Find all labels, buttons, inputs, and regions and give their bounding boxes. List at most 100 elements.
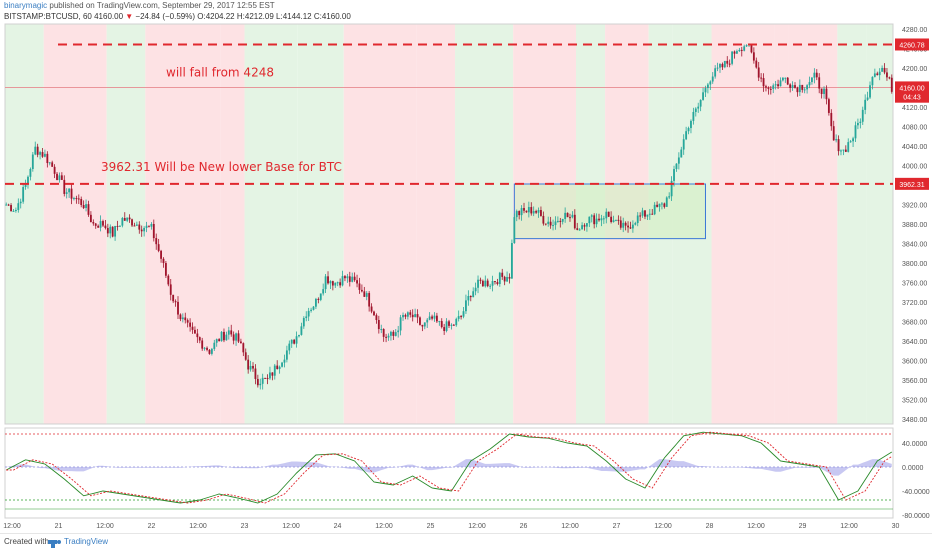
candle-body [223,331,225,341]
x-tick-label: 12:00 [189,523,207,530]
candle-body [661,203,663,205]
y-tick-label: 3560.00 [902,378,927,385]
candle-body [123,218,126,221]
candle-body [527,207,530,213]
session-shade [5,24,44,424]
candle-body [225,334,228,341]
down-arrow-icon: ▼ [125,12,134,21]
candle-body [174,301,177,303]
candle-body [595,218,598,225]
candle-body [435,315,438,322]
session-shade [837,24,867,424]
candle-body [641,210,644,216]
level-price-label: 3962.31 [899,182,924,189]
candle-body [796,87,799,93]
candle-body [397,330,400,333]
candle-body [743,46,746,51]
candle-body [19,201,22,204]
session-shade [145,24,221,424]
candle-body [218,339,221,342]
y-tick-label: 4000.00 [902,163,927,170]
candle-body [677,157,680,164]
candle-body [305,316,308,319]
candle-body [694,108,697,112]
candle-body [687,128,690,132]
session-shade [711,24,775,424]
candle-body [542,215,545,224]
candle-body [728,63,731,65]
candle-body [757,67,760,78]
candle-body [179,314,182,320]
candle-body [167,275,170,285]
candle-body [673,169,675,181]
candle-body [138,224,141,230]
candle-body [14,209,17,211]
candle-body [106,228,109,234]
candle-body [467,296,470,301]
candle-body [348,276,351,282]
candle-body [210,348,213,354]
candle-body [281,362,283,367]
session-shade [774,24,789,424]
candle-body [310,309,313,311]
candle-body [501,272,504,277]
candle-body [353,276,356,281]
candle-body [411,314,414,318]
x-tick-label: 12:00 [375,523,393,530]
session-shade [244,24,298,424]
candle-body [547,221,550,224]
candle-body [680,149,683,158]
candle-body [370,306,373,312]
candle-body [99,221,102,228]
candle-body [806,85,809,90]
candle-body [588,216,591,224]
candle-body [803,89,806,91]
candle-body [242,343,245,353]
candle-body [844,149,847,152]
candle-body [888,77,891,79]
x-tick-label: 22 [148,523,156,530]
candle-body [300,326,303,335]
session-shade [455,24,514,424]
candle-body [346,276,349,279]
candle-body [859,121,862,123]
candle-body [196,333,199,338]
candle-body [610,216,613,223]
y-tick-label: 3880.00 [902,222,927,229]
candle-body [319,293,322,300]
candle-body [573,214,576,229]
candle-body [627,225,629,228]
candle-body [510,243,513,279]
candle-body [140,229,143,232]
x-tick-label: 25 [427,523,435,530]
candle-body [469,296,472,298]
candle-body [443,327,446,331]
candle-body [726,60,729,64]
candle-body [462,311,465,317]
candle-body [711,76,714,82]
candle-body [665,197,668,207]
candle-body [162,258,165,264]
candle-body [334,282,337,286]
symbol-label: BITSTAMP:BTCUSD, 60 [4,12,92,21]
candle-body [252,365,254,369]
candle-body [97,225,100,228]
candle-body [215,339,218,343]
candle-body [762,78,765,87]
author-link[interactable]: binarymagic [4,1,48,10]
candle-body [63,179,66,194]
chart-canvas[interactable]: 3480.00 3520.00 3560.00 3600.00 3640.00 3680.… [0,0,932,532]
candle-body [767,87,770,89]
candle-body [365,293,368,297]
candle-body [489,285,492,287]
x-tick-label: 12:00 [840,523,858,530]
candle-body [602,218,605,220]
candle-body [423,322,426,327]
main-pane-border [4,23,894,425]
candle-body [455,318,458,326]
candle-body [283,359,286,363]
tradingview-brand[interactable]: TradingView [64,537,109,546]
candle-body [530,207,533,214]
candle-body [433,315,436,319]
candle-body [145,225,148,228]
